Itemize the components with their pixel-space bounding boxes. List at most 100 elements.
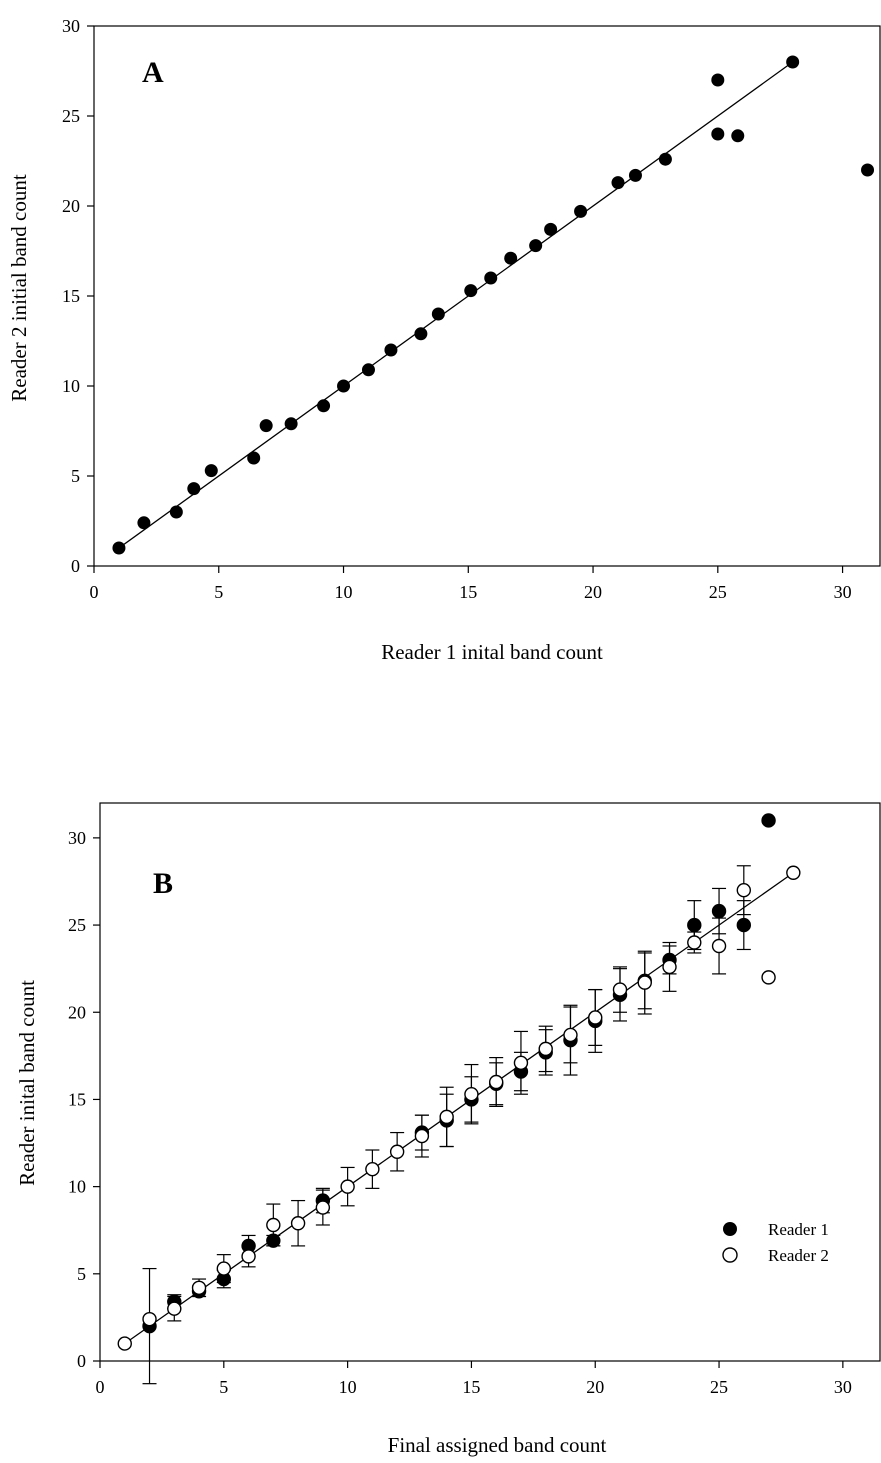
data-point-reader-2 [563, 1027, 578, 1043]
data-point [711, 73, 725, 87]
legend-label-reader-2: Reader 2 [768, 1246, 829, 1265]
chart-panel-a: 0 5 10 15 20 25 30 0 5 10 15 20 25 30 A Reader 1 init… [7, 16, 881, 664]
x-tick-label-b: 0 [96, 1377, 105, 1397]
x-tick-label-a: 0 [90, 582, 99, 602]
data-point [544, 222, 558, 236]
data-point-reader-1 [687, 917, 702, 933]
data-point-reader-1 [266, 1233, 281, 1248]
data-point [574, 204, 588, 218]
data-point [611, 176, 625, 190]
y-tick-label-b: 20 [68, 1002, 86, 1022]
data-point [317, 399, 331, 413]
data-point-reader-2 [612, 982, 628, 997]
x-tick-label-a: 25 [709, 582, 727, 602]
plot-area-a: 0 5 10 15 20 25 30 0 5 10 15 20 25 30 [62, 16, 881, 602]
data-point-reader-2 [389, 1144, 405, 1159]
data-point [112, 541, 126, 555]
data-point [786, 55, 800, 69]
plot-area-b: 0 5 10 15 20 25 30 0 5 10 15 20 25 30 [68, 802, 881, 1397]
data-point-reader-2 [786, 865, 801, 880]
data-point [628, 168, 642, 182]
legend-b: Reader 1 Reader 2 [722, 1220, 829, 1265]
data-point [187, 482, 201, 496]
x-tick-label-b: 15 [462, 1377, 480, 1397]
data-point [259, 419, 273, 433]
x-tick-label-b: 5 [219, 1377, 228, 1397]
data-point-reader-2 [142, 1311, 157, 1327]
data-point [731, 129, 745, 143]
y-axis-label-b: Reader inital band count [15, 980, 39, 1186]
x-tick-label-a: 15 [459, 582, 477, 602]
data-point-reader-2 [662, 959, 677, 975]
legend-marker-reader-1 [723, 1222, 737, 1236]
data-point-reader-2 [266, 1217, 281, 1233]
data-point-reader-2 [340, 1179, 355, 1194]
data-point-reader-2 [241, 1249, 256, 1264]
data-point [361, 363, 375, 377]
data-point-reader-2 [711, 938, 727, 954]
x-tick-label-b: 10 [339, 1377, 357, 1397]
data-point [169, 505, 183, 519]
data-point [484, 271, 498, 285]
chart-panel-b: 0 5 10 15 20 25 30 0 5 10 15 20 25 30 B Final assigne… [15, 802, 881, 1457]
y-tick-label-a: 30 [62, 16, 80, 36]
y-tick-label-b: 5 [77, 1264, 86, 1284]
x-tick-label-a: 5 [214, 582, 223, 602]
data-point-reader-2 [191, 1280, 207, 1295]
x-tick-label-a: 10 [335, 582, 353, 602]
data-point-reader-2 [736, 882, 752, 898]
x-axis-label-b: Final assigned band count [388, 1433, 607, 1457]
panel-label-a: A [142, 56, 164, 89]
data-point-reader-2 [439, 1109, 454, 1125]
y-tick-label-b: 30 [68, 828, 86, 848]
y-tick-label-a: 10 [62, 376, 80, 396]
data-point [529, 239, 543, 253]
data-point-reader-2 [488, 1074, 504, 1090]
y-tick-label-b: 25 [68, 915, 86, 935]
regression-line-a [118, 61, 794, 549]
data-point [464, 284, 478, 298]
data-point [337, 379, 351, 393]
data-point [137, 516, 151, 530]
data-point [861, 163, 875, 177]
plot-frame-b [99, 802, 881, 1362]
x-axis-label-a: Reader 1 inital band count [381, 640, 603, 664]
data-point-reader-1 [711, 903, 727, 919]
panel-label-b: B [153, 867, 173, 900]
data-point [658, 152, 672, 166]
legend-label-reader-1: Reader 1 [768, 1220, 829, 1239]
y-tick-label-a: 20 [62, 196, 80, 216]
data-point-reader-2 [216, 1261, 232, 1276]
x-tick-label-b: 30 [834, 1377, 852, 1397]
data-point-reader-2 [513, 1055, 529, 1071]
data-point-reader-2 [538, 1041, 553, 1057]
x-tick-label-b: 25 [710, 1377, 728, 1397]
y-tick-label-a: 15 [62, 286, 80, 306]
x-tick-label-a: 20 [584, 582, 602, 602]
data-point [711, 127, 725, 141]
y-tick-label-a: 5 [71, 466, 80, 486]
data-point-reader-2 [290, 1216, 306, 1231]
plot-frame-a [93, 25, 881, 567]
data-point [431, 307, 445, 321]
data-point-reader-2 [687, 935, 702, 950]
x-tick-label-a: 30 [834, 582, 852, 602]
data-point-reader-2 [167, 1301, 182, 1316]
data-point-reader-2 [637, 975, 652, 990]
data-point [284, 417, 298, 431]
y-tick-label-b: 10 [68, 1177, 86, 1197]
y-tick-label-a: 0 [71, 556, 80, 576]
data-point-reader-2 [414, 1128, 430, 1144]
data-point-reader-2 [761, 970, 776, 985]
data-point-reader-2 [315, 1200, 331, 1215]
y-tick-label-b: 0 [77, 1351, 86, 1371]
legend-marker-reader-2 [722, 1247, 738, 1263]
y-tick-label-b: 15 [68, 1089, 86, 1109]
data-point-reader-2 [588, 1010, 603, 1025]
data-point [414, 327, 428, 341]
y-tick-label-a: 25 [62, 106, 80, 126]
data-point-reader-2 [117, 1336, 132, 1351]
data-point [384, 343, 398, 357]
data-point [247, 451, 261, 465]
